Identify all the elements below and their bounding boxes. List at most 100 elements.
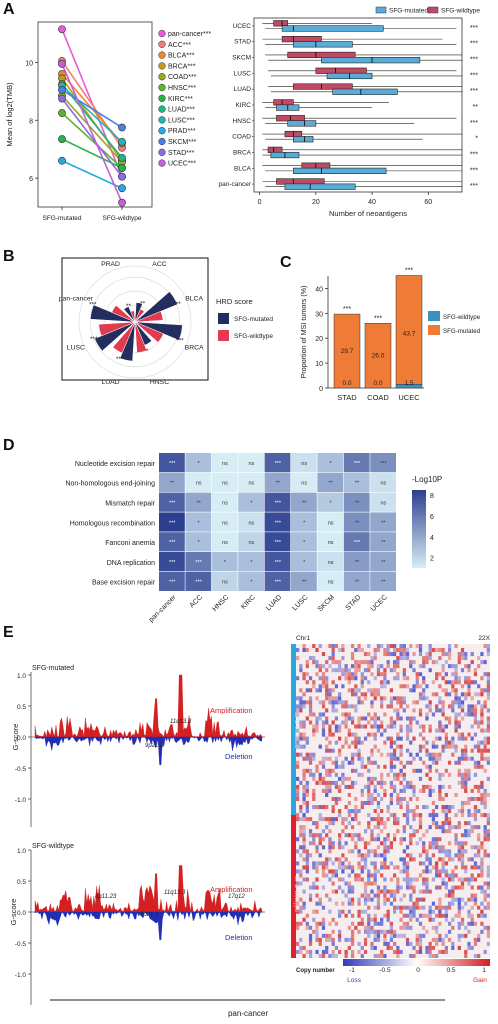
cnv-cell — [305, 740, 309, 745]
cnv-cell — [486, 756, 490, 761]
cnv-cell — [460, 877, 465, 882]
cnv-cell — [350, 716, 355, 721]
cnv-cell — [357, 861, 361, 866]
cnv-cell — [360, 764, 364, 769]
cnv-cell — [321, 764, 326, 769]
cnv-cell — [412, 784, 416, 789]
cnv-cell — [376, 837, 381, 842]
cnv-cell — [367, 913, 371, 918]
cnv-cell — [302, 857, 306, 862]
cnv-cell — [435, 873, 439, 878]
cnv-cell — [296, 736, 300, 741]
cnv-cell — [447, 648, 452, 653]
cnv-cell — [363, 861, 368, 866]
cnv-cell — [363, 764, 368, 769]
cnv-cell — [464, 780, 468, 785]
cnv-cell — [438, 897, 442, 902]
cnv-cell — [480, 901, 484, 906]
cnv-cell — [334, 716, 339, 721]
cnv-cell — [464, 676, 468, 681]
cnv-cell — [431, 809, 436, 814]
cnv-cell — [367, 732, 371, 737]
cnv-cell — [321, 865, 326, 870]
cnv-cell — [296, 704, 300, 709]
cnv-cell — [296, 752, 300, 757]
cnv-cell — [360, 917, 364, 922]
cnv-cell — [486, 728, 490, 733]
cnv-cell — [312, 724, 316, 729]
cnv-cell — [486, 893, 490, 898]
wildtype-box — [293, 83, 353, 90]
cnv-cell — [409, 720, 413, 725]
cnv-cell — [454, 668, 458, 673]
cnv-cell — [438, 869, 442, 874]
cell-label: *** — [195, 580, 202, 586]
cnv-cell — [422, 680, 426, 685]
cnv-cell — [299, 937, 303, 942]
cnv-cell — [428, 756, 432, 761]
cnv-cell — [444, 913, 448, 918]
cnv-cell — [360, 801, 364, 806]
cnv-cell — [457, 772, 461, 777]
cnv-cell — [431, 813, 436, 818]
cnv-cell — [296, 796, 300, 801]
cnv-cell — [367, 788, 371, 793]
cnv-cell — [350, 704, 355, 709]
cnv-cell — [418, 941, 423, 946]
wildtype-wedge — [134, 321, 148, 354]
legend-swatch-wildtype — [428, 311, 440, 321]
cnv-cell — [470, 913, 474, 918]
cnv-cell — [480, 676, 484, 681]
group-bar-wildtype — [291, 815, 296, 958]
cnv-cell — [341, 909, 345, 914]
cnv-cell — [308, 893, 313, 898]
cnv-cell — [412, 905, 416, 910]
cnv-cell — [415, 813, 419, 818]
cnv-cell — [315, 780, 319, 785]
y-tick-label: 1.0 — [17, 673, 26, 680]
cnv-cell — [315, 716, 319, 721]
cnv-cell — [428, 889, 432, 894]
cnv-cell — [405, 809, 410, 814]
cnv-cell — [460, 704, 465, 709]
cnv-cell — [380, 865, 384, 870]
cnv-cell — [480, 740, 484, 745]
cnv-cell — [486, 720, 490, 725]
cnv-cell — [396, 801, 400, 806]
series-line — [61, 63, 123, 203]
cnv-cell — [357, 668, 361, 673]
cnv-cell — [347, 688, 351, 693]
cnv-cell — [386, 680, 390, 685]
legend-label: UCEC*** — [168, 161, 196, 168]
cnv-cell — [435, 672, 439, 677]
cnv-cell — [373, 776, 377, 781]
cnv-cell — [486, 684, 490, 689]
cnv-cell — [357, 809, 361, 814]
cnv-cell — [344, 664, 348, 669]
cnv-cell — [402, 905, 406, 910]
cnv-cell — [386, 897, 390, 902]
cnv-cell — [318, 712, 322, 717]
cnv-cell — [373, 744, 377, 749]
cnv-cell — [373, 877, 377, 882]
cnv-cell — [467, 796, 471, 801]
cnv-cell — [328, 664, 332, 669]
cnv-cell — [312, 865, 316, 870]
cnv-cell — [360, 740, 364, 745]
cnv-cell — [438, 921, 442, 926]
cnv-cell — [444, 817, 448, 822]
cnv-cell — [393, 933, 397, 938]
cnv-cell — [464, 788, 468, 793]
cnv-cell — [312, 861, 316, 866]
cnv-cell — [380, 696, 384, 701]
cnv-cell — [302, 945, 306, 950]
cnv-cell — [425, 949, 429, 954]
significance-label: *** — [116, 356, 124, 363]
cnv-cell — [483, 736, 487, 741]
cnv-cell — [415, 933, 419, 938]
cnv-cell — [386, 845, 390, 850]
cnv-cell — [367, 881, 371, 886]
cnv-cell — [483, 688, 487, 693]
legend-label: SKCM*** — [168, 139, 197, 146]
cnv-cell — [441, 772, 445, 777]
